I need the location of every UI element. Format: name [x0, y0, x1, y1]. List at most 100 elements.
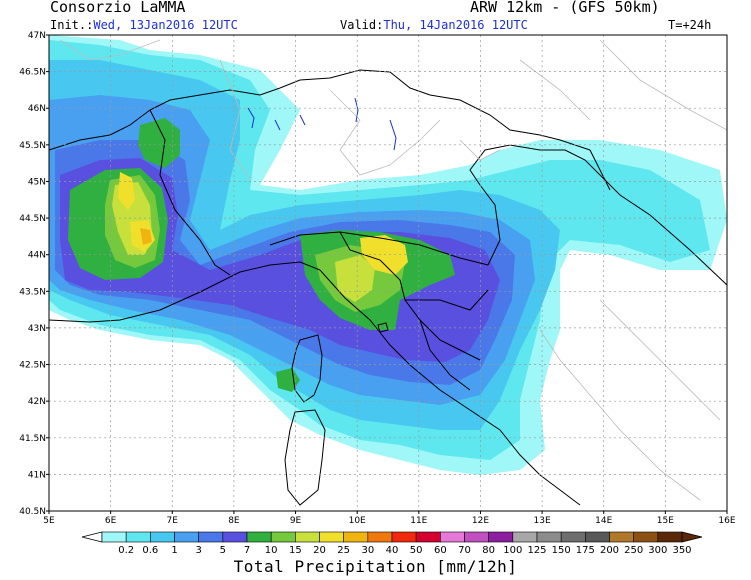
lat-tick-label: 41N	[28, 470, 46, 480]
legend-swatch	[319, 531, 344, 543]
org-title: Consorzio LaMMA	[50, 0, 186, 16]
legend-label: 70	[458, 545, 471, 556]
legend-label: 3	[195, 545, 201, 556]
lakes	[247, 97, 397, 151]
lon-tick-label: 14E	[595, 516, 612, 526]
lat-tick-label: 41.5N	[19, 434, 46, 444]
legend-arrow-right	[681, 531, 703, 543]
legend-label: 200	[600, 545, 619, 556]
legend-swatch	[270, 531, 296, 543]
legend-swatch	[488, 531, 514, 543]
lat-tick-label: 45N	[28, 177, 46, 187]
init-label: Init.:	[50, 18, 94, 32]
lat-tick-label: 40.5N	[19, 507, 46, 517]
map-frame	[48, 34, 728, 512]
longitude-axis: 5E 6E 7E 8E 9E 10E 11E 12E 13E 14E 15E 16E	[43, 511, 736, 526]
legend-label: 1	[171, 545, 177, 556]
lat-tick-label: 47N	[28, 31, 46, 41]
lat-tick-label: 46N	[28, 104, 46, 114]
legend-label: 25	[337, 545, 350, 556]
legend-swatch	[198, 531, 224, 543]
legend-label: 10	[265, 545, 278, 556]
precip-area-yellowgreen-2	[335, 255, 375, 302]
country-borders	[49, 69, 611, 276]
legend-swatch	[295, 531, 320, 543]
lon-tick-label: 8E	[228, 516, 240, 526]
graticule	[49, 35, 727, 511]
precip-area-orange	[140, 228, 152, 245]
legend-arrow-left	[81, 531, 103, 543]
legend-swatch	[633, 531, 659, 543]
legend-swatch	[367, 531, 393, 543]
lon-tick-label: 16E	[718, 516, 735, 526]
lat-tick-label: 43N	[28, 324, 46, 334]
legend-swatch	[125, 531, 151, 543]
legend-swatch	[415, 531, 441, 543]
lon-tick-label: 13E	[534, 516, 551, 526]
lat-tick-label: 45.5N	[19, 141, 46, 151]
legend-swatch	[512, 531, 538, 543]
lon-tick-label: 7E	[167, 516, 179, 526]
legend-swatch	[391, 531, 417, 543]
legend-swatch	[560, 531, 586, 543]
legend-label: 7	[244, 545, 250, 556]
legend-label: 5	[220, 545, 226, 556]
legend-colorbar: 0.2 0.6 1 3 5 7 10 15 20 25 30 40 50 60 70 80 100 125 150 1…	[81, 531, 703, 556]
lon-tick-label: 15E	[657, 516, 674, 526]
lon-tick-label: 12E	[472, 516, 489, 526]
lon-tick-label: 11E	[410, 516, 427, 526]
elba	[377, 322, 389, 333]
lat-tick-label: 43.5N	[19, 287, 46, 297]
lead-time: T=+24h	[668, 18, 712, 32]
init-value: Wed, 13Jan2016 12UTC	[93, 18, 238, 32]
init-time: Init.:Wed, 13Jan2016 12UTC	[50, 18, 238, 32]
legend-swatch	[101, 531, 127, 543]
legend-swatch	[536, 531, 562, 543]
legend-title: Total Precipitation [mm/12h]	[233, 557, 518, 576]
legend-label: 60	[434, 545, 447, 556]
lat-tick-label: 44.5N	[19, 214, 46, 224]
legend-swatch	[440, 531, 465, 543]
lat-tick-label: 42N	[28, 397, 46, 407]
legend-label: 125	[527, 545, 546, 556]
lon-tick-label: 10E	[349, 516, 366, 526]
legend-label: 80	[482, 545, 495, 556]
corsica	[291, 334, 323, 403]
valid-label: Valid:	[340, 18, 384, 32]
legend-label: 40	[386, 545, 399, 556]
lon-tick-label: 5E	[43, 516, 55, 526]
legend-swatch	[246, 531, 272, 543]
regional-borders	[269, 231, 489, 391]
legend-label: 30	[361, 545, 374, 556]
lat-tick-label: 46.5N	[19, 68, 46, 78]
legend-label: 350	[672, 545, 691, 556]
lat-tick-label: 42.5N	[19, 361, 46, 371]
legend-label: 300	[648, 545, 667, 556]
legend-swatch	[343, 531, 369, 543]
lat-tick-label: 44N	[28, 251, 46, 261]
admin-borders	[59, 39, 727, 501]
legend-label: 20	[313, 545, 326, 556]
legend-label: 150	[552, 545, 571, 556]
legend-label: 175	[576, 545, 595, 556]
legend-swatch	[585, 531, 610, 543]
coastline	[49, 144, 727, 506]
legend-label: 100	[503, 545, 522, 556]
legend-label: 15	[289, 545, 302, 556]
lon-tick-label: 9E	[290, 516, 302, 526]
precip-area-green-3	[138, 118, 180, 168]
legend-label: 50	[410, 545, 423, 556]
valid-time: Valid:Thu, 14Jan2016 12UTC	[340, 18, 528, 32]
model-title: ARW 12km - (GFS 50km)	[470, 0, 660, 16]
legend-swatch	[657, 531, 683, 543]
legend-swatch	[222, 531, 248, 543]
legend-swatch	[464, 531, 489, 543]
valid-value: Thu, 14Jan2016 12UTC	[383, 18, 528, 32]
sardinia	[284, 409, 326, 506]
latitude-axis: 47N 46.5N 46N 45.5N 45N 44.5N 44N 43.5N 43N 42.5N…	[19, 31, 49, 517]
legend-label: 0.2	[118, 545, 134, 556]
legend-swatch	[150, 531, 175, 543]
legend-label: 250	[624, 545, 643, 556]
lon-tick-label: 6E	[105, 516, 117, 526]
